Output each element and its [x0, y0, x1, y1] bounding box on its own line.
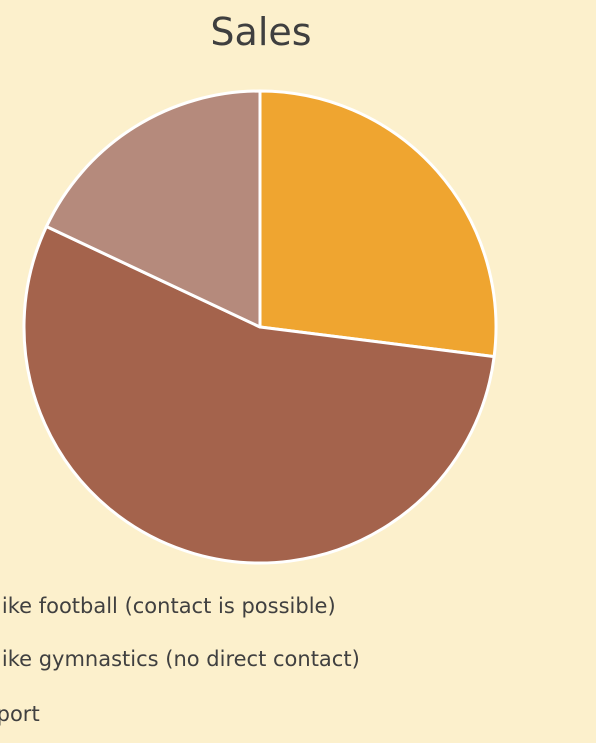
pie-chart [22, 89, 498, 565]
legend: orts like football (contact is possible)… [0, 593, 596, 743]
chart-title: Sales [210, 10, 312, 54]
slice-gymnastics [22, 225, 496, 565]
legend-label-gymnastics: orts like gymnastics (no direct contact) [0, 647, 360, 671]
legend-item-gymnastics: orts like gymnastics (no direct contact) [0, 646, 360, 672]
legend-label-football: orts like football (contact is possible) [0, 594, 336, 618]
legend-item-football: orts like football (contact is possible) [0, 593, 336, 619]
slice-football [258, 89, 498, 359]
legend-label-no-sport: sport [0, 702, 40, 726]
slice-no-sport [44, 89, 262, 329]
legend-item-no-sport: sport [0, 701, 40, 727]
